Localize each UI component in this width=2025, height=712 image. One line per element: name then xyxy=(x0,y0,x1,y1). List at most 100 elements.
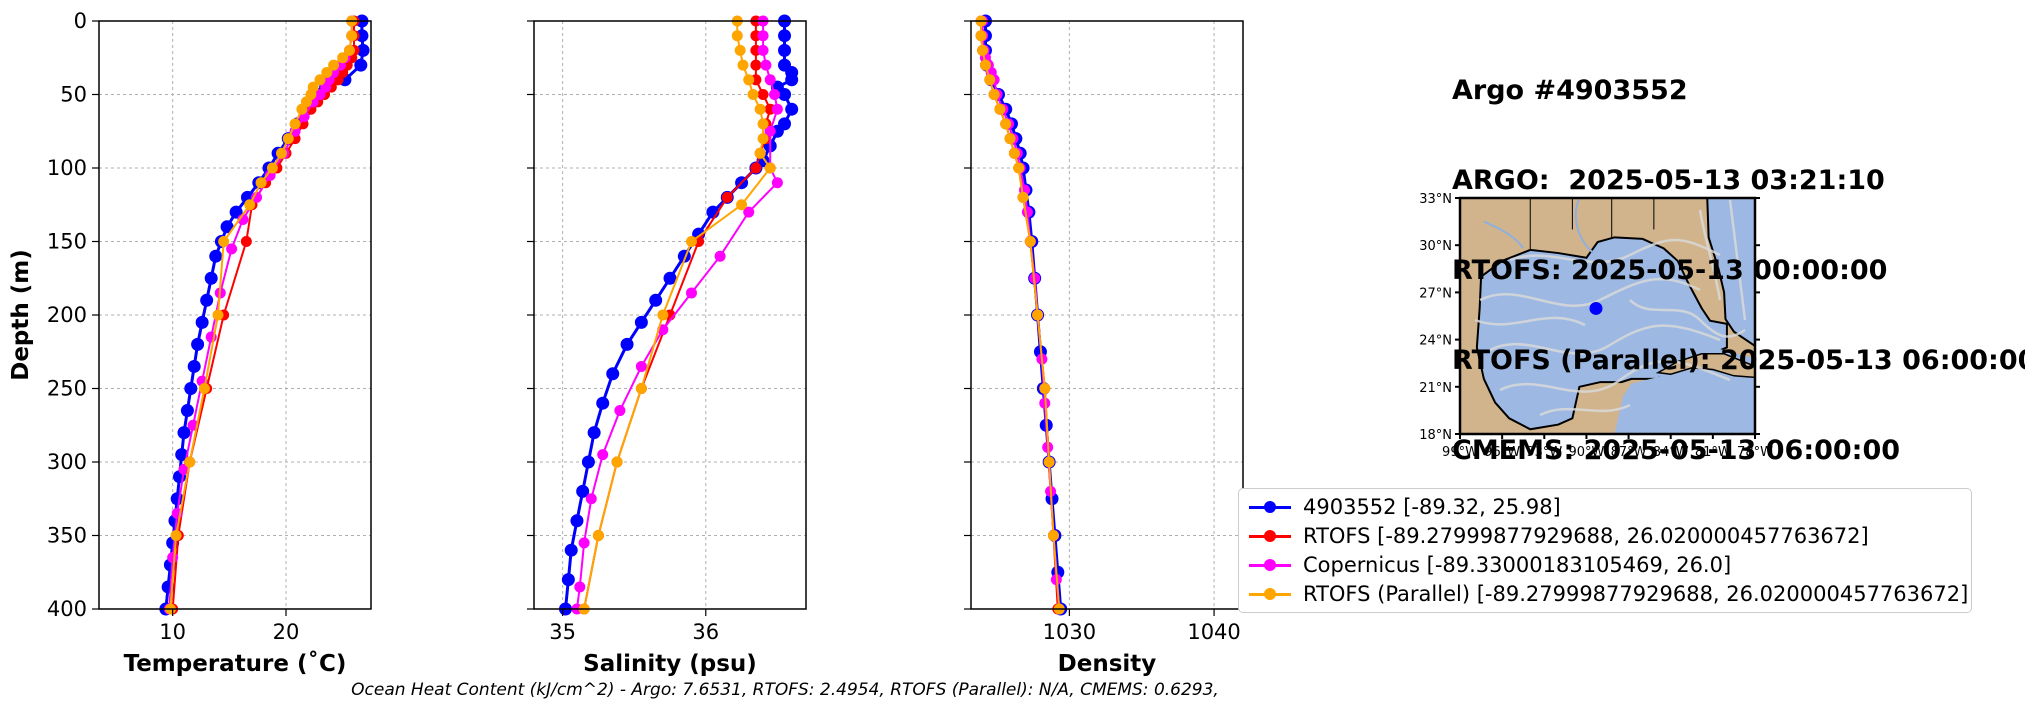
map-lon-label: 93°W xyxy=(1526,445,1562,460)
data-point xyxy=(975,30,987,42)
map-lon-label: 96°W xyxy=(1484,445,1520,460)
data-point xyxy=(200,293,214,307)
data-point xyxy=(570,514,584,528)
data-point xyxy=(266,162,278,174)
data-point xyxy=(778,29,792,43)
map-lon-label: 81°W xyxy=(1695,445,1731,460)
data-point xyxy=(191,337,205,351)
data-point xyxy=(226,243,238,255)
y-tick-label: 150 xyxy=(47,230,87,254)
data-point xyxy=(184,456,196,468)
data-point xyxy=(240,236,252,247)
map-lon-label: 90°W xyxy=(1568,445,1604,460)
y-tick-label: 50 xyxy=(60,83,87,107)
legend-label-copernicus: Copernicus [-89.33000183105469, 26.0] xyxy=(1303,553,1732,577)
data-point xyxy=(1021,206,1033,218)
data-point xyxy=(649,293,663,307)
y-tick-label: 200 xyxy=(47,303,87,327)
legend-label-rtofs: RTOFS [-89.27999877929688, 26.0200004577… xyxy=(1303,524,1869,548)
data-point xyxy=(657,309,669,321)
data-point xyxy=(592,530,604,541)
data-point xyxy=(251,191,263,203)
data-point xyxy=(757,118,769,130)
legend-swatch-rtofs-parallel xyxy=(1247,584,1293,604)
map-frame xyxy=(1458,196,1757,436)
data-point xyxy=(754,103,766,115)
data-point xyxy=(714,250,726,262)
rtofs-time: RTOFS: 2025-05-13 00:00:00 xyxy=(1452,255,1888,286)
data-point xyxy=(581,455,595,469)
data-point xyxy=(731,30,743,42)
profile-info-block: Argo #4903552 ARGO: 2025-05-13 03:21:10 … xyxy=(1452,16,2025,496)
data-point xyxy=(175,448,189,462)
y-tick-label: 250 xyxy=(47,377,87,401)
map-current-streamline xyxy=(1474,316,1586,327)
data-point xyxy=(209,249,223,263)
data-point xyxy=(1008,147,1020,159)
map-lon-label: 78°W xyxy=(1737,445,1773,460)
chart-density: 1030 1040 Density xyxy=(964,14,1244,677)
data-point xyxy=(994,103,1006,115)
map-lat-label: 30°N xyxy=(1419,239,1452,254)
data-point xyxy=(180,404,194,418)
data-point xyxy=(354,58,368,72)
data-point xyxy=(764,162,776,174)
data-point xyxy=(1032,309,1044,321)
data-point xyxy=(1000,118,1012,130)
y-tick-label: 0 xyxy=(74,9,87,33)
data-point xyxy=(977,44,989,56)
data-point xyxy=(355,29,369,43)
data-point xyxy=(314,89,326,100)
data-point xyxy=(187,359,201,373)
map-content xyxy=(1460,198,1755,434)
data-point xyxy=(760,59,772,71)
map-river xyxy=(1483,220,1525,249)
data-point xyxy=(314,74,326,86)
data-point xyxy=(198,383,210,394)
legend-swatch-argo xyxy=(1247,497,1293,517)
data-point xyxy=(1024,236,1036,247)
data-point xyxy=(737,59,749,71)
x-tick-label: 35 xyxy=(549,620,576,644)
data-point xyxy=(561,573,575,587)
legend-item-rtofs-parallel: RTOFS (Parallel) [-89.27999877929688, 26… xyxy=(1247,580,1968,608)
data-point xyxy=(743,74,755,86)
data-point xyxy=(778,88,792,101)
axes-frame-temperature xyxy=(98,20,372,610)
map-current-streamline xyxy=(1489,324,1721,355)
series-density-3 xyxy=(975,15,1065,615)
data-point xyxy=(184,382,198,395)
data-point xyxy=(754,147,766,159)
data-point xyxy=(218,236,230,247)
data-point xyxy=(785,102,799,116)
data-point xyxy=(614,405,626,417)
map-river xyxy=(1574,198,1595,254)
data-point xyxy=(750,162,762,174)
map-lon-label: 99°W xyxy=(1442,445,1478,460)
map-cuba xyxy=(1655,353,1755,379)
map-caribbean-south xyxy=(1614,352,1755,434)
map-lat-label: 18°N xyxy=(1419,428,1452,443)
data-point xyxy=(585,493,597,505)
data-point xyxy=(635,360,647,372)
data-point xyxy=(771,177,783,189)
data-point xyxy=(750,59,762,71)
data-point xyxy=(757,89,769,100)
data-point xyxy=(1004,133,1016,145)
data-point xyxy=(337,52,349,64)
inset-map: 33°N 30°N 27°N 24°N 21°N 18°N 99°W 96°W 93°W 90°W… xyxy=(1419,192,1773,460)
data-point xyxy=(634,315,648,329)
series-salinity-3 xyxy=(578,15,776,615)
data-point xyxy=(255,177,267,189)
x-tick-label: 1030 xyxy=(1043,620,1096,644)
data-point xyxy=(743,206,755,218)
map-lon-label: 87°W xyxy=(1611,445,1647,460)
cmems-time: CMEMS: 2025-05-13 06:00:00 xyxy=(1452,435,1901,466)
data-point xyxy=(282,133,294,145)
data-point xyxy=(597,449,609,461)
data-point xyxy=(988,89,1000,100)
data-point xyxy=(1013,162,1025,174)
ocean-heat-content-footer: Ocean Heat Content (kJ/cm^2) - Argo: 7.6… xyxy=(351,680,1219,700)
grid-temperature xyxy=(99,20,371,610)
y-tick-label: 350 xyxy=(47,524,87,548)
